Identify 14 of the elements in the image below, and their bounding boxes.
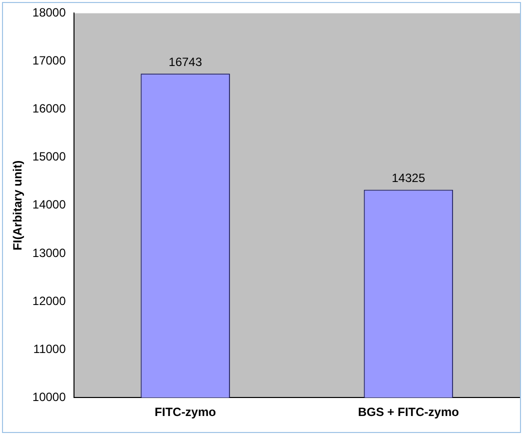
y-tick-label: 10000: [32, 390, 66, 404]
y-tick-label: 12000: [32, 294, 66, 308]
data-label: 14325: [392, 171, 426, 186]
y-tick-label: 15000: [32, 150, 66, 164]
data-label: 16743: [168, 54, 202, 69]
y-tick-label: 14000: [32, 198, 66, 212]
y-tick-label: 13000: [32, 246, 66, 260]
x-tick-label: FITC-zymo: [154, 405, 216, 420]
x-tick-label: BGS + FITC-zymo: [358, 405, 459, 420]
y-tick-label: 18000: [32, 6, 66, 20]
y-axis-title: FI(Arbitary unit): [10, 160, 25, 250]
y-tick-label: 16000: [32, 102, 66, 116]
y-tick-label: 11000: [33, 342, 66, 356]
y-tick-label: 17000: [32, 54, 66, 68]
